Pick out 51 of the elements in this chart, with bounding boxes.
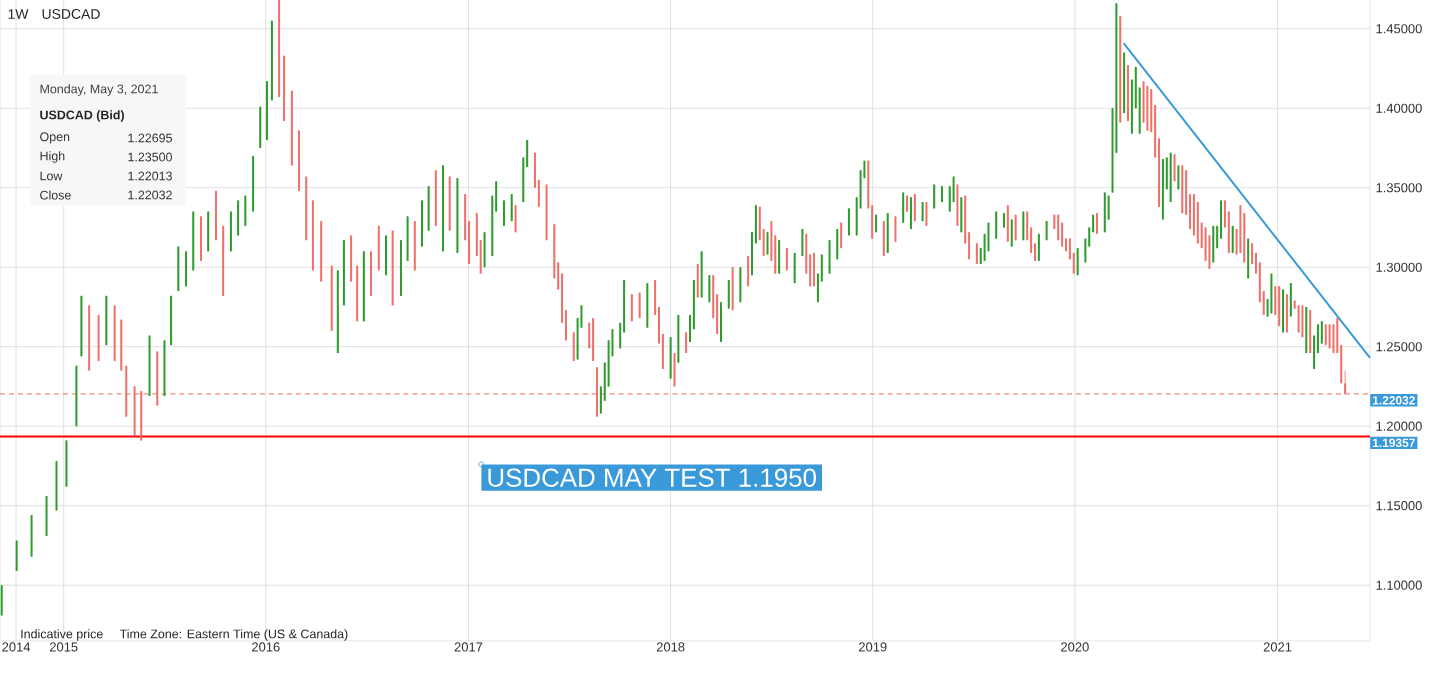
candlestick <box>657 306 660 344</box>
candlestick <box>1320 320 1323 344</box>
annotation: Low <box>40 171 63 181</box>
annotation: USDCAD (Bid) <box>40 110 124 122</box>
x-tick-label: 2015 <box>49 642 78 652</box>
candlestick <box>925 201 928 227</box>
candlestick <box>384 235 387 276</box>
candlestick <box>751 231 754 276</box>
candlestick <box>766 231 769 255</box>
x-tick-label: 2017 <box>454 642 483 652</box>
x-tick-label: 2019 <box>858 642 887 652</box>
annotation: Open <box>40 132 70 144</box>
candlestick <box>689 314 691 343</box>
y-tick-label: 1.20000 <box>1376 421 1422 431</box>
annotation: High <box>40 151 65 163</box>
candlestick <box>1127 64 1130 122</box>
ref-line-label: 1.19357 <box>1372 438 1415 448</box>
annotation: 1.23500 <box>128 152 172 162</box>
candlestick <box>442 165 445 252</box>
y-tick-label: 1.40000 <box>1376 103 1422 113</box>
text: 1W <box>8 9 29 19</box>
candlestick <box>1002 212 1005 228</box>
x-tick-label: 2021 <box>1263 642 1292 652</box>
candlestick <box>1033 242 1036 262</box>
annotation: Indicative price <box>21 629 103 641</box>
y-tick-label: 1.30000 <box>1376 262 1422 272</box>
candlestick <box>1088 227 1091 247</box>
x-tick-label: 2018 <box>656 642 685 652</box>
x-tick-label: 2014 <box>2 642 31 652</box>
text: USDCAD <box>42 9 100 19</box>
y-tick-label: 1.15000 <box>1376 501 1422 511</box>
x-tick-label: 2016 <box>252 642 280 652</box>
y-tick-label: 1.10000 <box>1376 580 1422 590</box>
candlestick <box>420 200 423 247</box>
annotation: USDCAD MAY TEST 1.1950 <box>488 468 816 487</box>
y-tick-label: 1.25000 <box>1376 342 1422 352</box>
annotation: Time Zone: Eastern Time (US & Canada) <box>119 629 348 641</box>
candlestick <box>1065 238 1067 252</box>
y-tick-label: 1.45000 <box>1376 24 1422 34</box>
annotation: 1.22695 <box>128 133 172 143</box>
annotation: Close <box>40 190 71 200</box>
candlestick <box>214 190 217 241</box>
y-tick-label: 1.35000 <box>1376 183 1422 193</box>
candlestick <box>1262 290 1265 316</box>
x-tick-label: 2020 <box>1061 642 1089 652</box>
annotation: Monday, May 3, 2021 <box>40 84 158 96</box>
annotation: 1.22032 <box>128 190 172 200</box>
candlestick <box>1096 212 1099 235</box>
annotation: 1.22013 <box>128 171 172 181</box>
ref-line-label: 1.22032 <box>1372 396 1415 405</box>
candlestick <box>720 301 723 343</box>
